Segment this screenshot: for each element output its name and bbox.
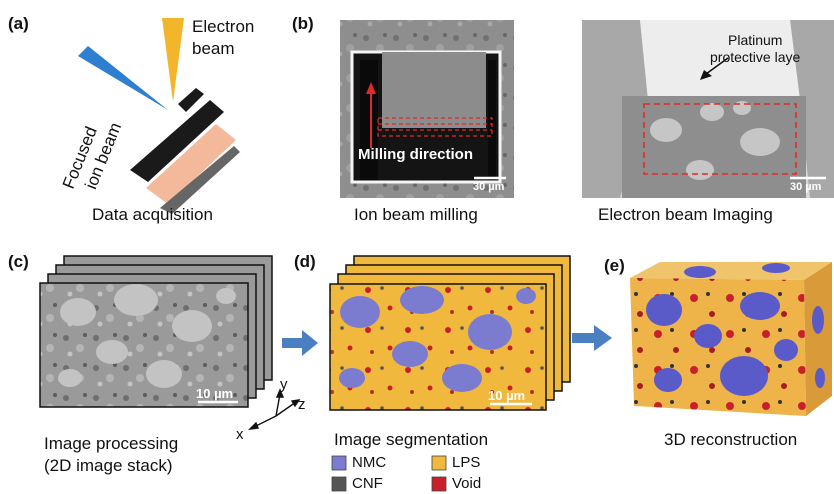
panel-label-d: (d)	[294, 252, 316, 271]
legend-swatches	[331, 455, 447, 492]
sample-dark-layer	[130, 100, 224, 182]
ion-milling-image	[340, 20, 514, 198]
axis-z-label: z	[298, 396, 306, 413]
caption-b-right: Electron beam Imaging	[598, 205, 773, 224]
segmented-stack	[329, 255, 571, 411]
scale-label-d: 10 µm	[488, 388, 526, 403]
legend-swatch-void	[431, 476, 447, 492]
scale-label-left: 30 µm	[473, 181, 505, 193]
trench-step	[178, 88, 204, 112]
caption-c: Image processing (2D image stack)	[44, 434, 179, 475]
electron-beam-cone	[162, 18, 184, 102]
panel-label-e: (e)	[604, 256, 625, 275]
flow-arrow-c-d	[282, 330, 318, 356]
caption-b-left: Ion beam milling	[354, 205, 478, 224]
panel-label-b: (b)	[292, 14, 314, 33]
legend-swatch-nmc	[331, 455, 347, 471]
caption-a: Data acquisition	[92, 205, 213, 224]
axis-y-label: y	[280, 376, 288, 393]
legend-label-lps: LPS	[452, 454, 481, 471]
milling-direction-label: Milling direction	[358, 146, 473, 163]
fib-schematic	[78, 18, 240, 214]
legend-label-nmc: NMC	[352, 454, 387, 471]
sample-base	[160, 146, 240, 214]
sample-body	[146, 124, 236, 204]
reconstruction-volume	[630, 262, 832, 416]
axes-triad	[248, 388, 301, 430]
caption-e: 3D reconstruction	[664, 430, 798, 449]
scale-label-c: 10 µm	[196, 386, 234, 401]
legend-label-void: Void	[452, 475, 482, 492]
milling-slices	[377, 117, 493, 137]
caption-d: Image segmentation	[334, 430, 489, 449]
panel-label-c: (c)	[8, 252, 29, 271]
scale-label-right: 30 µm	[790, 181, 822, 193]
legend-swatch-cnf	[331, 476, 347, 492]
ion-beam-cone	[78, 46, 168, 110]
imaging-roi	[643, 103, 797, 175]
panel-label-a: (a)	[8, 14, 29, 33]
axis-x-label: x	[236, 426, 244, 443]
legend-swatch-lps	[431, 455, 447, 471]
flow-arrow-d-e	[572, 325, 612, 351]
image-stack	[39, 255, 273, 408]
electron-imaging-image	[582, 20, 834, 198]
platinum-arrow	[705, 57, 729, 75]
platinum-label: Platinum protective laye	[710, 32, 801, 65]
legend-label-cnf: CNF	[352, 475, 383, 492]
electron-beam-label: Electron beam	[192, 17, 255, 58]
